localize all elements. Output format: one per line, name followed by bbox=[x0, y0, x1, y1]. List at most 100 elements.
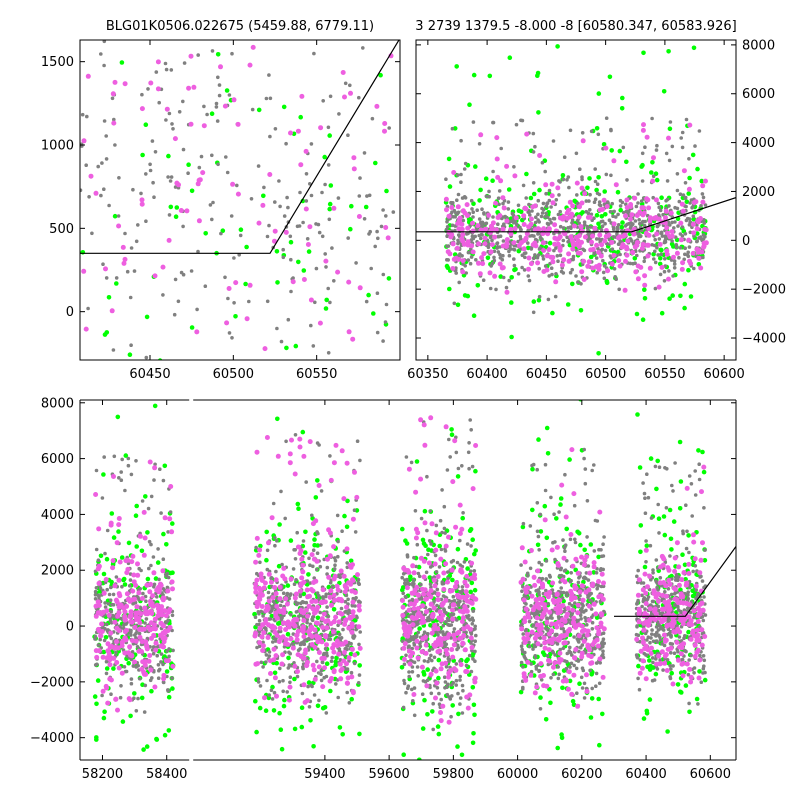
data-point-gray bbox=[416, 619, 420, 624]
data-point-gray bbox=[258, 684, 263, 688]
data-point-pink bbox=[88, 173, 94, 179]
data-point-pink bbox=[488, 249, 494, 255]
data-point-gray bbox=[702, 221, 707, 225]
data-point-gray bbox=[455, 560, 460, 565]
data-point-gray bbox=[688, 220, 692, 224]
data-point-gray bbox=[412, 578, 416, 582]
data-point-gray bbox=[452, 598, 457, 603]
data-point-gray bbox=[144, 617, 149, 621]
data-point-pink bbox=[109, 308, 115, 314]
data-point-green bbox=[473, 468, 478, 474]
data-point-gray bbox=[125, 269, 130, 274]
data-point-gray bbox=[513, 220, 517, 224]
data-point-gray bbox=[599, 554, 604, 559]
data-point-green bbox=[604, 280, 610, 286]
data-point-gray bbox=[417, 574, 422, 579]
data-point-pink bbox=[351, 155, 357, 161]
data-point-green bbox=[686, 533, 691, 538]
data-point-green bbox=[498, 274, 504, 279]
data-point-gray bbox=[641, 219, 645, 224]
data-point-gray bbox=[519, 660, 524, 665]
data-point-green bbox=[127, 352, 133, 358]
data-point-pink bbox=[576, 244, 582, 249]
data-point-gray bbox=[327, 217, 332, 222]
data-point-gray bbox=[653, 464, 658, 469]
data-point-gray bbox=[569, 578, 573, 583]
data-point-gray bbox=[539, 678, 544, 682]
data-point-gray bbox=[291, 567, 296, 571]
data-point-gray bbox=[454, 683, 459, 687]
data-point-green bbox=[420, 537, 426, 543]
data-point-pink bbox=[597, 232, 603, 238]
data-point-gray bbox=[678, 192, 683, 196]
data-point-green bbox=[328, 183, 334, 188]
data-point-pink bbox=[155, 86, 161, 92]
data-point-gray bbox=[329, 659, 334, 663]
data-point-gray bbox=[701, 618, 706, 623]
data-point-gray bbox=[466, 450, 471, 455]
data-point-pink bbox=[351, 166, 357, 172]
data-point-gray bbox=[196, 53, 200, 57]
data-point-pink bbox=[470, 228, 476, 234]
data-point-pink bbox=[640, 242, 646, 247]
data-point-gray bbox=[614, 215, 618, 219]
data-point-gray bbox=[109, 585, 113, 590]
data-point-gray bbox=[555, 254, 560, 258]
data-point-pink bbox=[85, 73, 91, 79]
data-point-gray bbox=[311, 564, 315, 569]
data-point-gray bbox=[301, 665, 305, 669]
data-point-gray bbox=[467, 466, 471, 471]
data-point-pink bbox=[613, 182, 619, 188]
data-point-green bbox=[670, 293, 675, 298]
data-point-gray bbox=[109, 692, 113, 696]
data-point-gray bbox=[686, 254, 691, 259]
data-point-pink bbox=[681, 168, 687, 174]
data-point-gray bbox=[253, 615, 258, 619]
data-point-pink bbox=[478, 132, 484, 138]
data-point-gray bbox=[574, 666, 579, 671]
data-point-gray bbox=[164, 118, 168, 122]
data-point-pink bbox=[623, 213, 628, 219]
data-point-green bbox=[648, 456, 654, 461]
data-point-gray bbox=[657, 205, 661, 210]
data-point-green bbox=[288, 239, 294, 245]
data-point-green bbox=[327, 206, 333, 212]
data-point-gray bbox=[556, 665, 560, 669]
data-point-pink bbox=[139, 106, 145, 112]
data-point-pink bbox=[500, 226, 506, 232]
data-point-gray bbox=[401, 705, 406, 710]
data-point-gray bbox=[410, 687, 414, 692]
axis-frame bbox=[79, 39, 401, 361]
data-point-gray bbox=[569, 571, 573, 575]
data-point-gray bbox=[469, 198, 474, 203]
data-point-gray bbox=[281, 255, 286, 260]
data-points bbox=[92, 400, 708, 760]
data-point-pink bbox=[621, 233, 627, 239]
data-point-gray bbox=[503, 214, 508, 219]
data-point-gray bbox=[334, 682, 338, 686]
data-point-green bbox=[644, 543, 650, 548]
data-point-gray bbox=[268, 134, 272, 139]
data-point-gray bbox=[307, 645, 311, 649]
data-point-pink bbox=[504, 237, 510, 243]
data-point-green bbox=[134, 503, 139, 509]
data-point-green bbox=[683, 577, 688, 582]
data-point-green bbox=[691, 45, 697, 51]
data-point-gray bbox=[534, 667, 539, 671]
data-point-pink bbox=[581, 258, 587, 264]
data-point-gray bbox=[456, 241, 460, 246]
data-point-gray bbox=[468, 261, 473, 266]
data-point-gray bbox=[460, 464, 464, 468]
data-point-pink bbox=[663, 208, 669, 214]
data-point-green bbox=[153, 576, 159, 581]
data-point-gray bbox=[610, 247, 615, 251]
data-point-green bbox=[596, 696, 601, 702]
data-point-gray bbox=[161, 293, 165, 297]
data-point-gray bbox=[665, 658, 670, 662]
data-point-gray bbox=[309, 142, 314, 146]
data-point-gray bbox=[648, 543, 653, 548]
data-point-gray bbox=[594, 671, 599, 676]
data-point-gray bbox=[210, 49, 215, 53]
data-point-gray bbox=[123, 488, 127, 493]
data-point-gray bbox=[463, 161, 468, 166]
